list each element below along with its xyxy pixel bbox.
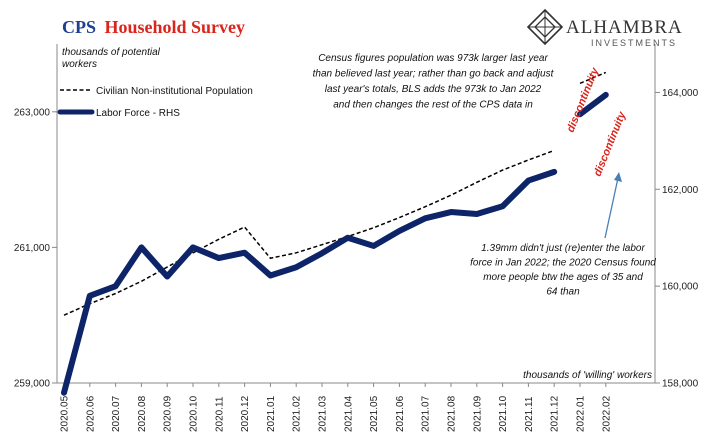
- x-axis: 2020.05 2020.06 2020.07 2020.08 2020.09 2020.…: [60, 383, 612, 432]
- left-axis: 259,000 261,000 263,000: [14, 107, 57, 390]
- x-tick-label: 2021.12: [550, 395, 561, 432]
- x-tick-label: 2020.10: [189, 395, 200, 432]
- labor-force-line-segment-after: [577, 91, 609, 118]
- title-cps: CPS: [62, 17, 96, 37]
- right-tick-label: 164,000: [662, 88, 699, 99]
- x-tick-label: 2020.11: [214, 396, 225, 432]
- x-tick-label: 2021.05: [369, 395, 380, 432]
- x-tick-label: 2021.06: [395, 395, 406, 432]
- x-tick-label: 2021.03: [318, 395, 329, 432]
- legend-label-population: Civilian Non-institutional Population: [96, 86, 253, 97]
- population-series: [63, 71, 607, 316]
- x-tick-label: 2021.10: [498, 395, 509, 432]
- x-tick-label: 2022.02: [601, 395, 612, 432]
- legend: Civilian Non-institutional Population La…: [57, 86, 253, 119]
- chart-title: CPS Household Survey: [62, 17, 245, 37]
- brand-name: ALHAMBRA: [566, 17, 683, 38]
- x-tick-label: 2021.11: [524, 396, 535, 432]
- annotation-line: than believed last year; rather than go …: [313, 69, 555, 80]
- alhambra-logo: ALHAMBRA INVESTMENTS: [526, 8, 683, 48]
- x-tick-label: 2020.06: [85, 395, 96, 432]
- annotation-line: 64 than: [546, 287, 580, 298]
- top-annotation: Census figures population was 973k large…: [313, 53, 555, 111]
- x-tick-label: 2022.01: [576, 395, 587, 432]
- right-tick-label: 162,000: [662, 185, 699, 196]
- left-axis-label-line2: workers: [62, 59, 97, 70]
- annotation-arrow: [604, 172, 622, 239]
- brand-subtitle: INVESTMENTS: [591, 38, 677, 48]
- discontinuity-label-labor-force: discontinuity: [592, 109, 629, 178]
- annotation-line: 1.39mm didn't just (re)enter the labor: [481, 243, 645, 254]
- right-axis-label: thousands of 'willing' workers: [523, 370, 652, 381]
- diamond-logo-icon: [526, 8, 564, 46]
- x-tick-label: 2020.07: [111, 395, 122, 432]
- x-tick-label: 2021.09: [472, 395, 483, 432]
- x-tick-label: 2021.07: [421, 395, 432, 432]
- x-tick-label: 2020.09: [163, 395, 174, 432]
- annotation-line: Census figures population was 973k large…: [318, 53, 548, 64]
- population-line-segment-after: [579, 71, 607, 85]
- left-tick-label: 261,000: [14, 243, 51, 254]
- annotation-line: last year's totals, BLS adds the 973k to…: [325, 84, 542, 95]
- right-axis: 158,000 160,000 162,000 164,000: [655, 88, 699, 390]
- legend-label-labor-force: Labor Force - RHS: [96, 108, 180, 119]
- x-tick-label: 2020.12: [240, 395, 251, 432]
- left-axis-label-line1: thousands of potential: [62, 47, 161, 58]
- right-tick-label: 160,000: [662, 282, 699, 293]
- plot-frame: [56, 44, 656, 384]
- bottom-annotation: 1.39mm didn't just (re)enter the labor fo…: [470, 243, 656, 298]
- title-household-survey: Household Survey: [104, 17, 245, 37]
- left-tick-label: 263,000: [14, 107, 51, 118]
- x-tick-label: 2021.01: [266, 395, 277, 432]
- x-tick-label: 2021.02: [292, 395, 303, 432]
- x-tick-label: 2020.05: [60, 395, 71, 432]
- labor-force-line-segment-before: [61, 168, 558, 396]
- annotation-line: force in Jan 2022; the 2020 Census found: [470, 258, 656, 269]
- annotation-line: more people btw the ages of 35 and: [483, 272, 643, 283]
- x-tick-label: 2020.08: [137, 395, 148, 432]
- population-line-segment-before: [63, 149, 555, 316]
- x-tick-label: 2021.08: [447, 395, 458, 432]
- labor-force-series: [61, 91, 609, 396]
- right-tick-label: 158,000: [662, 379, 699, 390]
- annotation-line: and then changes the rest of the CPS dat…: [333, 100, 533, 111]
- left-tick-label: 259,000: [14, 379, 51, 390]
- x-tick-label: 2021.04: [343, 395, 354, 432]
